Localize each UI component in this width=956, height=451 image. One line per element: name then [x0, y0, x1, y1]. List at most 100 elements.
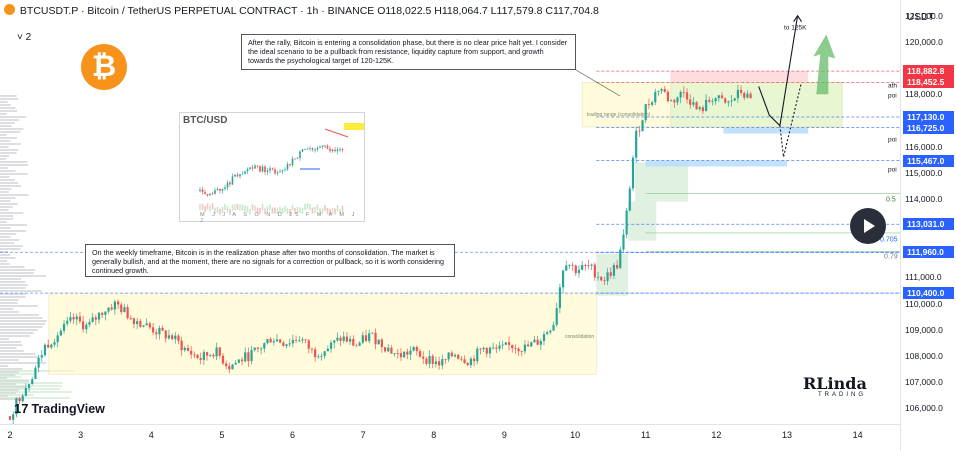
inset-volume-bar: [314, 207, 316, 214]
candle-body: [412, 346, 415, 351]
candle-body: [587, 265, 590, 266]
candle-body: [736, 89, 739, 99]
inset-volume-bar: [324, 205, 326, 212]
volume-profile-bar: [0, 311, 19, 313]
inset-volume-bar: [309, 204, 311, 211]
tradingview-mark-icon: 17: [14, 401, 29, 416]
candle-body: [660, 89, 663, 91]
volume-profile-bar: [0, 299, 19, 301]
volume-profile-bar: [0, 272, 34, 274]
volume-profile-bar: [0, 278, 21, 280]
inset-candle-body: [331, 149, 334, 152]
price-level-badge[interactable]: 110,400.0: [903, 287, 954, 300]
volume-profile-bar: [0, 143, 21, 145]
candle-body: [291, 339, 294, 344]
inset-volume-bar: [316, 204, 319, 211]
time-tick-label: 9: [501, 430, 507, 440]
candle-body: [352, 338, 355, 346]
bitcoin-logo-icon: ₿: [81, 44, 127, 90]
inset-volume-bar: [261, 204, 264, 211]
volume-profile-bar: [0, 131, 21, 133]
candle-body: [34, 367, 37, 380]
candle-body: [650, 102, 654, 105]
volume-profile-bar: [0, 388, 60, 390]
candle-body: [444, 359, 447, 360]
volume-profile-bar: [0, 107, 16, 109]
candle-body: [647, 104, 650, 105]
candle-body: [425, 358, 428, 364]
candle-body: [59, 330, 62, 336]
volume-profile-bar: [0, 341, 21, 343]
candle-body: [304, 339, 307, 341]
chart-header: BTCUSDT.P · Bitcoin / TetherUS PERPETUAL…: [4, 4, 599, 17]
candle-body: [415, 346, 418, 352]
candle-body: [724, 98, 727, 103]
candle-body: [527, 344, 530, 347]
candle-body: [682, 92, 685, 93]
candle-body: [50, 344, 53, 348]
candle-body: [705, 99, 708, 112]
candle-body: [574, 265, 577, 274]
volume-profile-bar: [0, 281, 26, 283]
volume-profile-bar: [0, 391, 73, 393]
inset-candle-body: [246, 169, 249, 172]
inset-candle-body: [259, 166, 261, 172]
candle-body: [136, 321, 139, 325]
volume-profile-bar: [0, 394, 34, 396]
price-level-badge[interactable]: 118,882.8: [903, 65, 954, 78]
indicator-collapse-toggle[interactable]: ˅ 2: [17, 32, 32, 43]
candle-body: [469, 358, 472, 366]
time-tick-label: 11: [641, 430, 651, 440]
candle-body: [733, 98, 736, 101]
inset-candle-body: [316, 147, 319, 150]
symbol-title[interactable]: BTCUSDT.P · Bitcoin / TetherUS PERPETUAL…: [19, 5, 375, 17]
candle-body: [546, 332, 549, 335]
volume-profile-bar: [0, 170, 16, 172]
tradingview-logo[interactable]: 17 TradingView: [14, 401, 105, 416]
price-level-badge[interactable]: 118,452.5: [903, 76, 954, 89]
candle-body: [692, 102, 695, 105]
price-level-badge[interactable]: 117,130.0: [903, 110, 954, 123]
inset-candles: [199, 123, 364, 215]
candle-body: [171, 335, 174, 340]
candle-body: [234, 362, 237, 365]
inset-candle-body: [339, 149, 341, 151]
price-axis[interactable]: USDT 106,000.0 107,000.0 108,000.0 109,000.…: [900, 0, 956, 451]
candle-body: [625, 210, 628, 235]
inset-candle-body: [214, 190, 216, 195]
imbalance-zone: [628, 201, 657, 241]
inset-candle-body: [279, 171, 281, 173]
candle-body: [514, 348, 517, 349]
price-level-badge[interactable]: 116,725.0: [903, 121, 954, 134]
time-axis[interactable]: 2 3 4 5 6 7 8 9 10 11 12 13 14: [0, 424, 900, 451]
candle-body: [21, 395, 24, 402]
currency-label[interactable]: USDT: [907, 12, 935, 23]
inset-candle-body: [329, 148, 331, 152]
price-level-badge[interactable]: 111,960.0: [903, 246, 954, 259]
price-tick-label: 107,000.0: [905, 377, 943, 388]
inset-candle-body: [239, 174, 241, 177]
chart-area[interactable]: [0, 0, 900, 424]
candle-body: [24, 387, 27, 396]
price-tick-label: 118,000.0: [905, 89, 943, 100]
price-level-badge[interactable]: 115,467.0: [903, 154, 954, 167]
candle-body: [676, 97, 679, 103]
price-level-badge[interactable]: 113,031.0: [903, 218, 954, 231]
candle-body: [120, 304, 123, 313]
candle-body: [552, 324, 555, 331]
price-tick-label: 111,000.0: [905, 272, 942, 283]
candle-body: [717, 95, 720, 99]
inset-volume-bar: [249, 208, 251, 215]
candle-body: [282, 342, 285, 346]
price-tick-label: 110,000.0: [905, 298, 943, 309]
candle-body: [139, 321, 142, 327]
candle-body: [479, 348, 482, 350]
candle-body: [329, 342, 333, 349]
candle-body: [460, 358, 463, 360]
candle-body: [628, 188, 631, 211]
volume-profile-bar: [0, 230, 26, 232]
price-chart[interactable]: [0, 0, 900, 424]
volume-profile-bar: [0, 385, 62, 387]
candle-body: [336, 337, 339, 341]
play-button[interactable]: [850, 208, 886, 244]
